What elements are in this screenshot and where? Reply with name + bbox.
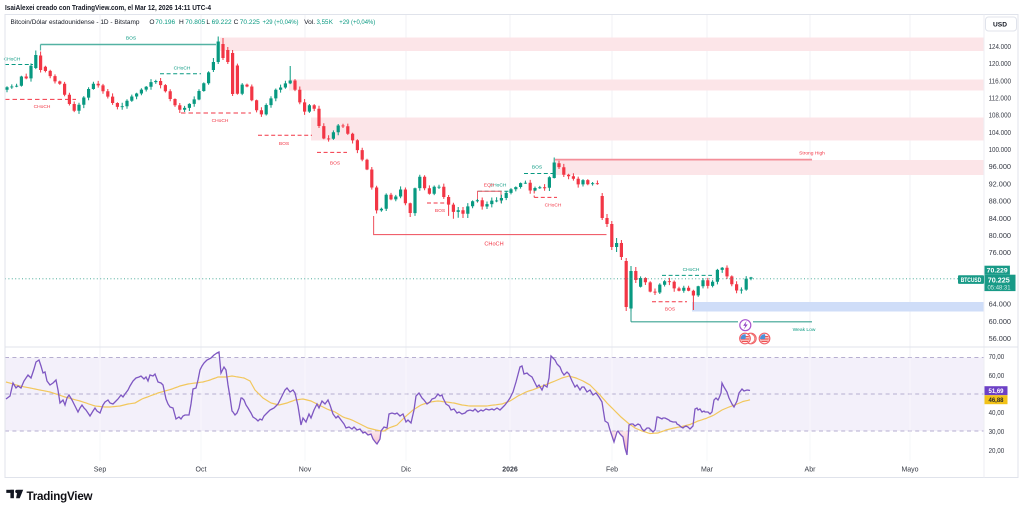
svg-text:108.000: 108.000 bbox=[989, 113, 1011, 120]
svg-text:Dic: Dic bbox=[401, 466, 412, 473]
svg-text:46,88: 46,88 bbox=[989, 397, 1004, 404]
svg-text:Mayo: Mayo bbox=[901, 466, 918, 473]
svg-text:30,00: 30,00 bbox=[989, 429, 1005, 436]
svg-text:64.000: 64.000 bbox=[989, 302, 1011, 309]
svg-text:92.000: 92.000 bbox=[989, 181, 1011, 188]
svg-text:2026: 2026 bbox=[502, 466, 518, 473]
svg-text:BTCUSD: BTCUSD bbox=[961, 277, 982, 284]
svg-text:51,69: 51,69 bbox=[989, 388, 1004, 395]
svg-text:+29 (+0,04%): +29 (+0,04%) bbox=[263, 19, 299, 26]
svg-text:BOS: BOS bbox=[126, 36, 137, 42]
svg-text:70.225: 70.225 bbox=[988, 277, 1010, 284]
svg-text:104.000: 104.000 bbox=[989, 130, 1011, 137]
svg-text:Sep: Sep bbox=[94, 466, 107, 473]
svg-text:CHoCH: CHoCH bbox=[545, 203, 562, 209]
svg-text:05:48:31: 05:48:31 bbox=[988, 285, 1012, 292]
svg-text:L: L bbox=[206, 19, 210, 26]
svg-text:BOS: BOS bbox=[532, 164, 543, 170]
svg-text:70.225: 70.225 bbox=[240, 19, 260, 26]
svg-text:3,55 K: 3,55 K bbox=[317, 19, 334, 26]
svg-text:60.000: 60.000 bbox=[989, 319, 1011, 326]
svg-text:CHoCH: CHoCH bbox=[4, 57, 21, 63]
svg-text:CHoCH: CHoCH bbox=[34, 104, 51, 110]
svg-text:BOS: BOS bbox=[330, 161, 341, 167]
svg-text:Mar: Mar bbox=[701, 466, 714, 473]
svg-text:40,00: 40,00 bbox=[989, 410, 1005, 417]
svg-text:EQH: EQH bbox=[484, 183, 495, 189]
svg-text:116.000: 116.000 bbox=[989, 78, 1011, 85]
svg-text:70.229: 70.229 bbox=[987, 267, 1008, 274]
svg-text:120.000: 120.000 bbox=[989, 61, 1011, 68]
svg-text:IsaiAlexei creado con TradingV: IsaiAlexei creado con TradingView.com, e… bbox=[5, 5, 211, 12]
svg-text:Nov: Nov bbox=[299, 466, 312, 473]
svg-text:70.805: 70.805 bbox=[185, 19, 205, 26]
svg-text:CHoCH: CHoCH bbox=[212, 118, 229, 124]
svg-text:88.000: 88.000 bbox=[989, 199, 1011, 206]
svg-text:20,00: 20,00 bbox=[989, 448, 1005, 455]
svg-text:76.000: 76.000 bbox=[989, 250, 1011, 257]
svg-text:100.000: 100.000 bbox=[989, 147, 1011, 154]
svg-text:CHoCH: CHoCH bbox=[683, 267, 700, 273]
svg-text:Strong High: Strong High bbox=[799, 150, 825, 156]
svg-text:BOS: BOS bbox=[665, 307, 676, 313]
svg-text:80.000: 80.000 bbox=[989, 233, 1011, 240]
svg-text:Abr: Abr bbox=[805, 466, 817, 473]
svg-text:60,00: 60,00 bbox=[989, 373, 1005, 380]
svg-text:Oct: Oct bbox=[196, 466, 207, 473]
svg-text:56.000: 56.000 bbox=[989, 336, 1011, 343]
svg-text:70,00: 70,00 bbox=[989, 354, 1005, 361]
svg-text:96.000: 96.000 bbox=[989, 164, 1011, 171]
svg-text:Vol.: Vol. bbox=[304, 19, 315, 26]
svg-text:Feb: Feb bbox=[606, 466, 618, 473]
svg-text:BOS: BOS bbox=[279, 141, 290, 147]
svg-text:BOS: BOS bbox=[435, 208, 446, 214]
svg-text:84.000: 84.000 bbox=[989, 216, 1011, 223]
svg-text:O: O bbox=[149, 19, 154, 26]
svg-text:CHoCH: CHoCH bbox=[490, 183, 507, 189]
svg-text:TradingView: TradingView bbox=[27, 490, 94, 503]
svg-text:Bitcoin/Dólar estadounidense -: Bitcoin/Dólar estadounidense - 1D - Bits… bbox=[11, 19, 140, 26]
svg-text:Weak Low: Weak Low bbox=[793, 327, 816, 333]
svg-text:C: C bbox=[234, 19, 239, 26]
svg-text:CHoCH: CHoCH bbox=[484, 242, 503, 248]
svg-text:CHoCH: CHoCH bbox=[174, 66, 191, 72]
svg-text:+29 (+0,04%): +29 (+0,04%) bbox=[339, 19, 375, 26]
svg-text:112.000: 112.000 bbox=[989, 96, 1011, 103]
svg-text:70.196: 70.196 bbox=[155, 19, 175, 26]
svg-text:USD: USD bbox=[993, 22, 1007, 29]
svg-text:69.222: 69.222 bbox=[212, 19, 232, 26]
svg-text:124.000: 124.000 bbox=[989, 44, 1011, 51]
svg-text:H: H bbox=[179, 19, 184, 26]
